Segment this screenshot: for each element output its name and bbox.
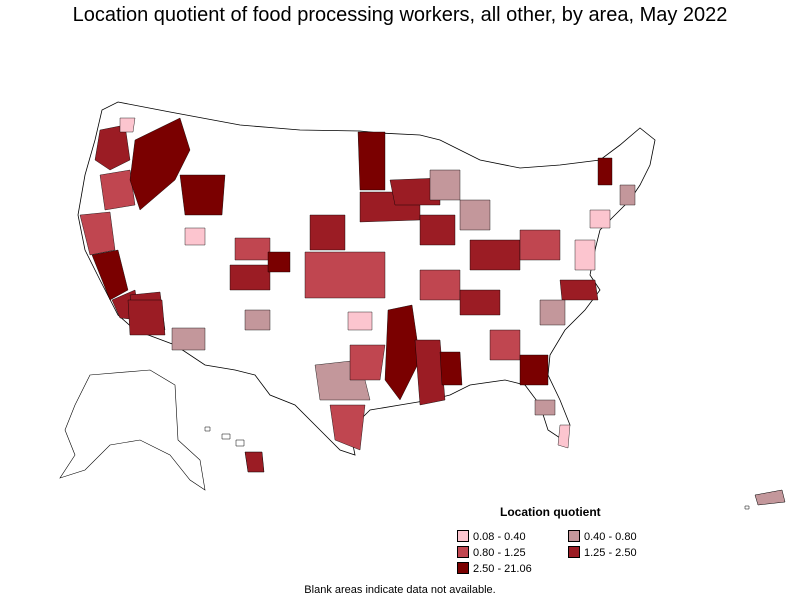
legend-title: Location quotient [500, 505, 601, 519]
legend-swatch [457, 562, 469, 574]
legend-item-2-50-21-06: 2.50 - 21.06 [457, 562, 532, 575]
legend-swatch [457, 530, 469, 542]
legend-swatch [457, 546, 469, 558]
legend-item-1-25-2-50: 1.25 - 2.50 [568, 546, 637, 559]
legend-label: 0.08 - 0.40 [473, 531, 526, 543]
us-choropleth-map [59, 101, 786, 510]
legend-label: 0.40 - 0.80 [584, 531, 637, 543]
legend-label: 0.80 - 1.25 [473, 547, 526, 559]
legend-item-0-40-0-80: 0.40 - 0.80 [568, 530, 637, 543]
legend-label: 2.50 - 21.06 [473, 563, 532, 575]
legend-item-0-08-0-40: 0.08 - 0.40 [457, 530, 526, 543]
footnote: Blank areas indicate data not available. [304, 584, 496, 596]
puerto-rico-inset [744, 489, 786, 510]
legend-swatch [568, 530, 580, 542]
map-title: Location quotient of food processing wor… [72, 4, 728, 26]
legend-item-0-80-1-25: 0.80 - 1.25 [457, 546, 526, 559]
area-shading [79, 117, 636, 451]
alaska-inset [59, 369, 206, 491]
legend-swatch [568, 546, 580, 558]
legend-label: 1.25 - 2.50 [584, 547, 637, 559]
hawaii-inset [204, 426, 265, 473]
